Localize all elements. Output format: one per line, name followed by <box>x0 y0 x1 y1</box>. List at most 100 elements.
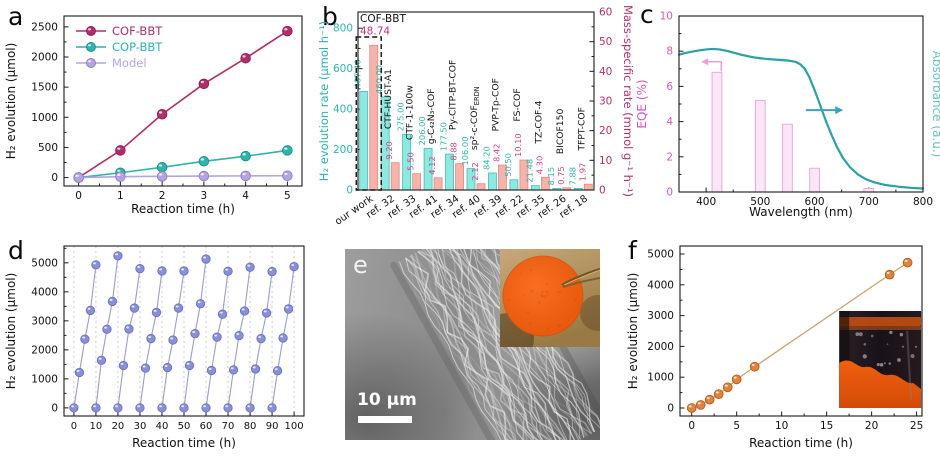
svg-text:sp²-c-COFERDN: sp²-c-COFERDN <box>469 86 481 150</box>
svg-text:H₂ evolution (μmol): H₂ evolution (μmol) <box>626 273 640 390</box>
svg-text:Wavelength (nm): Wavelength (nm) <box>749 205 853 219</box>
svg-text:EQE (%): EQE (%) <box>635 79 649 128</box>
svg-text:60: 60 <box>599 7 612 19</box>
svg-text:2.12: 2.12 <box>470 162 480 180</box>
svg-text:0: 0 <box>688 420 695 432</box>
svg-text:Mass-specific rate (mmol g⁻¹ h: Mass-specific rate (mmol g⁻¹ h⁻¹) <box>621 5 633 197</box>
svg-text:700: 700 <box>859 196 879 208</box>
svg-text:0: 0 <box>599 185 606 197</box>
svg-text:3: 3 <box>201 190 208 202</box>
svg-text:0: 0 <box>346 185 353 197</box>
scale-bar <box>358 416 412 423</box>
svg-text:200: 200 <box>333 144 353 156</box>
panel-label-c: c <box>640 0 654 29</box>
panel-f-chart: 0 1000 2000 3000 4000 5000 0 5 10 15 20 25 Reaction … <box>626 245 923 450</box>
svg-text:50.50: 50.50 <box>503 153 513 177</box>
svg-text:90: 90 <box>266 421 279 432</box>
svg-text:2500: 2500 <box>31 21 58 33</box>
svg-text:20: 20 <box>865 420 878 432</box>
svg-text:20: 20 <box>599 125 612 137</box>
svg-text:50: 50 <box>599 36 612 48</box>
svg-text:2000: 2000 <box>31 344 58 356</box>
fiber-strands <box>390 249 600 440</box>
svg-text:1: 1 <box>117 190 124 202</box>
reactor-photo-inset <box>839 310 922 408</box>
svg-text:40: 40 <box>599 66 612 78</box>
panel-label-d: d <box>8 236 24 265</box>
svg-text:8: 8 <box>666 46 673 58</box>
svg-text:10: 10 <box>90 421 103 432</box>
svg-text:Reaction time (h): Reaction time (h) <box>131 202 235 216</box>
svg-text:H₂ evolution (μmol): H₂ evolution (μmol) <box>4 43 18 160</box>
svg-text:5.50: 5.50 <box>406 152 416 170</box>
panel-e-sem-image: e 10 μm <box>318 232 620 463</box>
svg-text:2000: 2000 <box>31 51 58 63</box>
svg-text:80: 80 <box>244 421 257 432</box>
svg-text:0: 0 <box>51 402 58 414</box>
svg-text:177.50: 177.50 <box>439 122 449 151</box>
membrane-photo-inset <box>500 249 600 347</box>
svg-text:8.88: 8.88 <box>449 142 459 160</box>
svg-text:8.15: 8.15 <box>546 167 556 185</box>
svg-text:BICOF150: BICOF150 <box>555 109 566 155</box>
svg-text:g-C₄₂N₃-COF: g-C₄₂N₃-COF <box>426 88 437 144</box>
svg-text:2: 2 <box>159 190 166 202</box>
svg-text:500: 500 <box>38 142 58 154</box>
svg-text:8.42: 8.42 <box>491 144 501 162</box>
svg-text:4: 4 <box>666 116 673 128</box>
svg-text:1000: 1000 <box>31 112 58 124</box>
svg-text:0: 0 <box>666 187 673 199</box>
svg-text:48.74: 48.74 <box>360 26 390 38</box>
svg-text:1000: 1000 <box>647 372 674 384</box>
svg-text:Reaction time (h): Reaction time (h) <box>132 436 236 450</box>
svg-text:Py-ClTP-BT-COF: Py-ClTP-BT-COF <box>448 60 459 130</box>
svg-text:600: 600 <box>805 196 825 208</box>
svg-text:60: 60 <box>200 421 213 432</box>
svg-text:70: 70 <box>222 421 235 432</box>
svg-text:400: 400 <box>333 104 353 116</box>
svg-text:1000: 1000 <box>31 373 58 385</box>
svg-text:TFPT-COF: TFPT-COF <box>576 107 587 151</box>
svg-text:275.00: 275.00 <box>396 102 406 131</box>
svg-text:5000: 5000 <box>31 257 58 269</box>
svg-text:Reaction time (h): Reaction time (h) <box>749 436 853 450</box>
svg-text:COF-BBT: COF-BBT <box>360 13 406 25</box>
svg-text:0: 0 <box>71 421 77 432</box>
svg-text:10: 10 <box>599 155 612 167</box>
panel-c-chart: 0 2 4 6 8 10 400 500 600 700 800 Wavelength (nm) EQE… <box>635 11 940 220</box>
svg-text:25: 25 <box>910 420 923 432</box>
panel-label-b: b <box>322 2 338 31</box>
svg-text:CTF-1-100w: CTF-1-100w <box>405 85 416 140</box>
panel-label-f: f <box>628 236 637 265</box>
panel-label-a: a <box>8 2 24 31</box>
svg-text:9.20: 9.20 <box>384 141 394 159</box>
scale-bar-label: 10 μm <box>357 390 417 410</box>
svg-text:COP-BBT: COP-BBT <box>112 40 163 54</box>
svg-text:4: 4 <box>242 190 249 202</box>
svg-text:PVP-Tp-COF: PVP-Tp-COF <box>490 78 501 131</box>
svg-text:H₂ evolution rate (μmol h⁻¹): H₂ evolution rate (μmol h⁻¹) <box>318 21 331 181</box>
svg-text:FS-COF: FS-COF <box>512 88 523 121</box>
svg-text:40: 40 <box>156 421 169 432</box>
svg-text:10: 10 <box>660 11 673 23</box>
svg-text:21.48: 21.48 <box>524 159 534 183</box>
svg-text:7.88: 7.88 <box>567 167 577 185</box>
svg-text:10: 10 <box>775 420 788 432</box>
svg-text:H₂ evolution (μmol): H₂ evolution (μmol) <box>4 273 18 390</box>
panel-a-chart: 0 500 1000 1500 2000 2500 0 1 2 3 4 5 COF-BBT COP-BBT… <box>4 15 303 216</box>
svg-text:4.12: 4.12 <box>427 156 437 174</box>
svg-text:4.30: 4.30 <box>534 156 544 174</box>
svg-text:5: 5 <box>733 420 740 432</box>
svg-text:0: 0 <box>667 402 674 414</box>
svg-text:4000: 4000 <box>647 279 674 291</box>
svg-text:3000: 3000 <box>31 315 58 327</box>
svg-text:2: 2 <box>666 151 673 163</box>
svg-text:4000: 4000 <box>31 286 58 298</box>
svg-text:206.00: 206.00 <box>417 116 427 145</box>
svg-text:Model: Model <box>112 56 147 70</box>
svg-text:20: 20 <box>112 421 125 432</box>
svg-text:1500: 1500 <box>31 82 58 94</box>
svg-text:460.00: 460.00 <box>374 65 384 94</box>
